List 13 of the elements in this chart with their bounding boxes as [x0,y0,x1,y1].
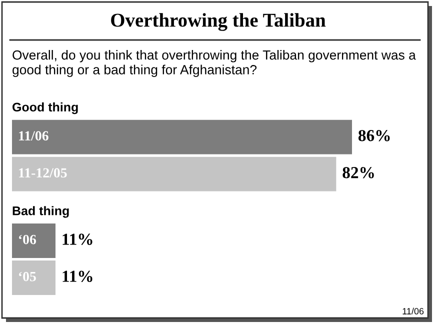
data-label: 11% [62,234,92,245]
text: 11/06 [402,308,424,314]
y-tick-label: 11-12/05 [19,168,67,178]
annotation: Bad thing [12,206,69,218]
y-tick-label: ‘06 [19,234,36,244]
chart-title: Overthrowing the Taliban [111,13,326,31]
data-label: 82% [342,167,374,178]
data-label: 86% [358,130,390,142]
y-tick-label: 11/06 [19,131,48,141]
data-label: 11% [62,270,92,282]
chart-subtitle: Overall, do you think that overthrowing the Taliban government was a good thing or a bad thing for Afghanistan? [12,50,416,77]
annotation: Good thing [12,102,78,114]
y-tick-label: ‘05 [19,272,36,282]
